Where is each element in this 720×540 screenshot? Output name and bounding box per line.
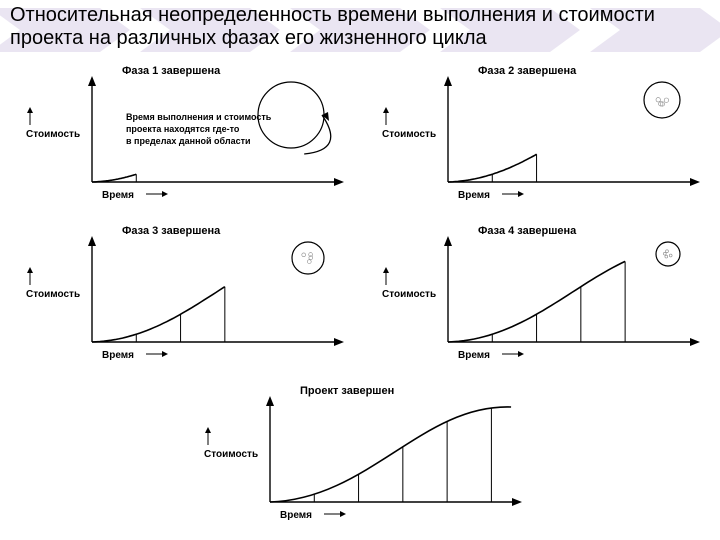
x-axis-label: Время [280,510,312,521]
x-axis-label: Время [102,350,134,361]
cost-curve [92,174,136,182]
y-axis-label: Стоимость [382,129,436,140]
cost-curve [92,287,225,342]
svg-text:проекта находятся где-то: проекта находятся где-то [126,124,240,134]
y-axis-label: Стоимость [204,449,258,460]
panel-label: Фаза 3 завершена [122,225,221,237]
panel-label: Фаза 4 завершена [478,225,577,237]
cost-curve [270,407,511,502]
x-axis-label: Время [458,350,490,361]
panel-label: Проект завершен [300,385,394,397]
svg-text:в пределах данной области: в пределах данной области [126,136,251,146]
y-axis-label: Стоимость [26,129,80,140]
y-axis-label: Стоимость [382,289,436,300]
x-axis-label: Время [458,190,490,201]
panel-phase3: Фаза 3 завершена Стоимость Время [22,218,352,368]
panel-phase5: Проект завершен Стоимость Время [200,378,530,528]
y-axis-label: Стоимость [26,289,80,300]
panel-label: Фаза 1 завершена [122,65,221,77]
page-title: Относительная неопределенность времени в… [10,4,710,50]
panel-phase1: Фаза 1 завершена Стоимость Время Время в… [22,58,352,208]
panel-phase2: Фаза 2 завершена Стоимость Время [378,58,708,208]
panel-label: Фаза 2 завершена [478,65,577,77]
x-axis-label: Время [102,190,134,201]
svg-text:Время выполнения и стоимость: Время выполнения и стоимость [126,112,272,122]
panel-phase4: Фаза 4 завершена Стоимость Время [378,218,708,368]
